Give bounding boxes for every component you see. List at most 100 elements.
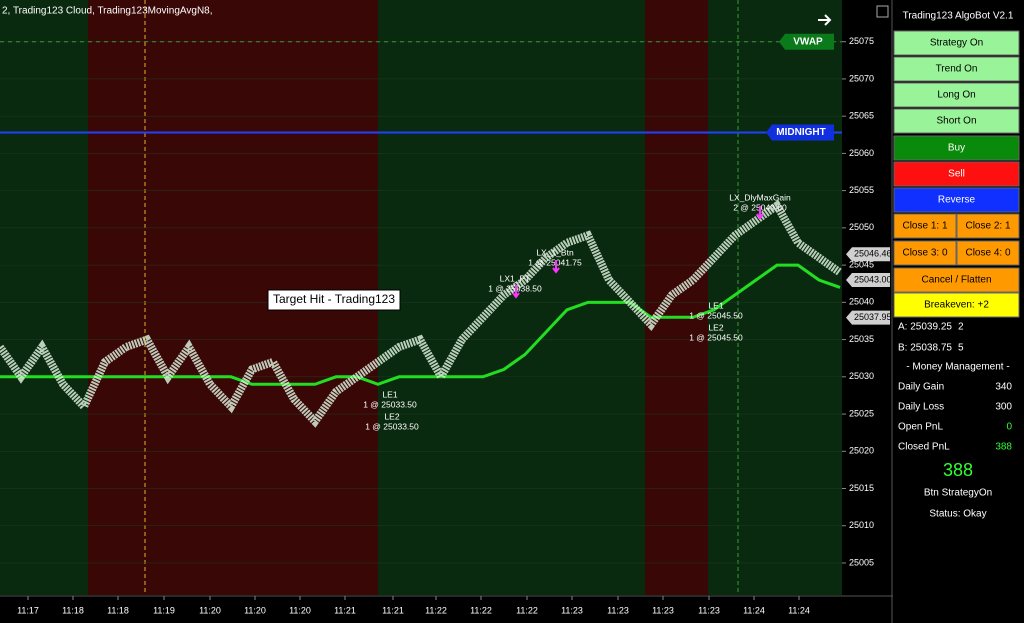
- annotation-title: LX1_PT: [500, 273, 531, 283]
- y-tick-label: 25050: [849, 222, 874, 232]
- header: 2, Trading123 Cloud, Trading123MovingAvg…: [2, 6, 213, 17]
- x-tick-label: 11:17: [17, 605, 39, 615]
- y-tick-label: 25015: [849, 483, 874, 493]
- button-label[interactable]: Cancel / Flatten: [921, 275, 991, 286]
- y-tick-label: 25070: [849, 73, 874, 83]
- vwap-flag: [779, 33, 834, 50]
- x-tick-label: 11:23: [561, 605, 583, 615]
- x-tick-label: 11:23: [698, 605, 720, 615]
- button-label[interactable]: Close 2: 1: [965, 221, 1010, 232]
- annotation-title: LE2: [384, 411, 399, 421]
- annotation-title: LE2: [708, 322, 723, 332]
- button-label[interactable]: Trend On: [936, 64, 978, 75]
- quote-size: 2: [958, 322, 964, 333]
- button[interactable]: [893, 82, 1020, 108]
- button[interactable]: [956, 213, 1020, 239]
- exit-arrow: [756, 206, 764, 220]
- stat-value: 388: [995, 442, 1012, 453]
- vwap-label: VWAP: [793, 36, 823, 47]
- annotation-title: LX_DlyMaxGain: [729, 192, 791, 202]
- x-tick-label: 11:24: [788, 605, 810, 615]
- quote: B: 25038.75: [898, 343, 952, 354]
- x-tick-label: 11:20: [289, 605, 311, 615]
- annotation-title: LE1: [382, 389, 397, 399]
- button-label[interactable]: Short On: [936, 116, 976, 127]
- x-tick-label: 11:18: [107, 605, 129, 615]
- price-flag-label: 25043.00: [854, 274, 892, 284]
- quote-size: 5: [958, 343, 964, 354]
- x-tick-label: 11:20: [199, 605, 221, 615]
- x-tick-label: 11:24: [743, 605, 765, 615]
- x-tick-label: 11:22: [470, 605, 492, 615]
- stat-label: Closed PnL: [898, 442, 950, 453]
- button[interactable]: [893, 187, 1020, 213]
- button-label[interactable]: Breakeven: +2: [924, 300, 989, 311]
- annotation-detail: 1 @ 25045.50: [689, 332, 743, 342]
- button[interactable]: [893, 108, 1020, 134]
- button[interactable]: [893, 292, 1020, 318]
- y-tick-label: 25005: [849, 557, 874, 567]
- stat-value: 0: [1006, 422, 1012, 433]
- annotation-title: LE1: [708, 300, 723, 310]
- x-tick-label: 11:20: [244, 605, 266, 615]
- price-flag-label: 25046.46: [854, 249, 892, 259]
- stat-label: Daily Loss: [898, 402, 944, 413]
- stat-label: Open PnL: [898, 422, 943, 433]
- price-flag: [846, 273, 890, 287]
- exit-arrow: [512, 285, 520, 299]
- target-hit: Target Hit - Trading123: [273, 292, 395, 306]
- x-tick-label: 11:22: [425, 605, 447, 615]
- button-label[interactable]: Strategy On: [930, 38, 983, 49]
- x-tick-label: 11:22: [516, 605, 538, 615]
- y-tick-label: 25040: [849, 297, 874, 307]
- midnight-flag: [766, 124, 834, 141]
- annotation-detail: 1 @ 25033.50: [365, 421, 419, 431]
- button-label[interactable]: Long On: [937, 90, 975, 101]
- x-tick-label: 11:18: [62, 605, 84, 615]
- button[interactable]: [893, 30, 1020, 56]
- y-tick-label: 25075: [849, 36, 874, 46]
- button-label[interactable]: Close 1: 1: [902, 221, 947, 232]
- stat-value: 300: [995, 402, 1012, 413]
- price-flag: [846, 247, 890, 262]
- y-tick-label: 25030: [849, 371, 874, 381]
- bg-red: [645, 0, 708, 595]
- x-tick-label: 11:19: [153, 605, 175, 615]
- stat-label: Daily Gain: [898, 382, 944, 393]
- x-tick-label: 11:21: [334, 605, 356, 615]
- target-box: [267, 289, 401, 311]
- button[interactable]: [893, 213, 957, 239]
- button[interactable]: [956, 240, 1020, 266]
- y-tick-label: 25025: [849, 408, 874, 418]
- status: Status: Okay: [929, 509, 986, 520]
- y-tick-label: 25035: [849, 334, 874, 344]
- quote: A: 25039.25: [898, 322, 952, 333]
- button-label[interactable]: Reverse: [938, 195, 976, 206]
- stat-value: 340: [995, 382, 1012, 393]
- cloud-line: [0, 263, 841, 386]
- big-pnl: 388: [943, 460, 973, 480]
- button[interactable]: [893, 161, 1020, 187]
- price-flag-label: 25037.95: [854, 312, 892, 322]
- button-label[interactable]: Sell: [948, 169, 965, 180]
- x-tick-label: 11:21: [382, 605, 404, 615]
- y-tick-label: 25060: [849, 148, 874, 158]
- button-label[interactable]: Close 3: 0: [902, 248, 947, 259]
- annotation-title: LX_1_Btn: [536, 247, 574, 257]
- button[interactable]: [893, 267, 1020, 293]
- exit-arrow: [552, 260, 560, 274]
- button[interactable]: [893, 240, 957, 266]
- window-icon[interactable]: [876, 5, 889, 18]
- button[interactable]: [893, 56, 1020, 82]
- button-label[interactable]: Close 4: 0: [965, 248, 1010, 259]
- y-tick-label: 25010: [849, 520, 874, 530]
- button-label[interactable]: Buy: [948, 143, 965, 154]
- button[interactable]: [893, 135, 1020, 161]
- section: - Money Management -: [906, 362, 1009, 373]
- y-tick-label: 25055: [849, 185, 874, 195]
- arrow-icon[interactable]: [818, 14, 832, 26]
- y-tick-label: 25020: [849, 446, 874, 456]
- y-tick-label: 25045: [849, 259, 874, 269]
- x-tick-label: 11:23: [607, 605, 629, 615]
